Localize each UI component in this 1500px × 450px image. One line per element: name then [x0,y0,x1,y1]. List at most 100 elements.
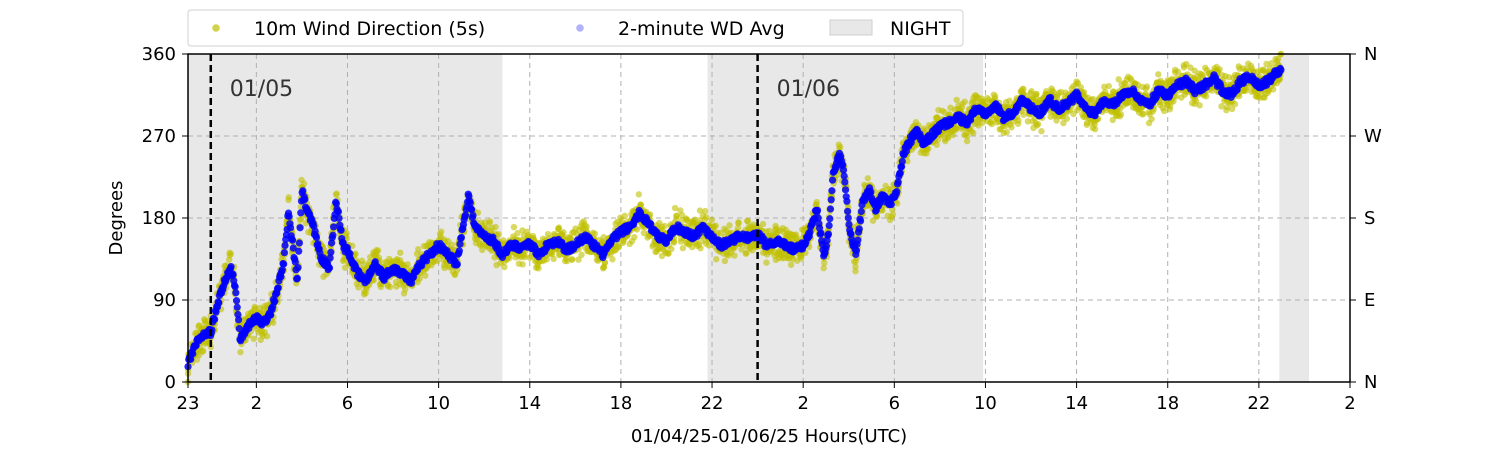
wd5s-point-1328 [637,201,645,208]
x-tick-label-0: 23 [177,393,200,414]
wd5s-point-1143 [575,256,582,263]
y-left-tick-label-2: 180 [142,208,176,229]
avg-point-910 [806,228,814,236]
wd5s-point-1449 [679,244,687,252]
wd5s-point-1517 [702,214,710,221]
wd5s-point-2876 [1166,105,1174,113]
wd5s-point-2078 [894,200,901,207]
wd5s-point-1524 [705,242,713,249]
x-axis-label: 01/04/25-01/06/25 Hours(UTC) [631,426,907,447]
avg-point-940 [826,205,835,213]
x-tick-label-10: 14 [1065,393,1088,414]
wd5s-point-1953 [852,267,859,275]
avg-point-921 [813,206,822,214]
wd5s-point-437 [333,190,340,197]
avg-point-168 [299,187,307,195]
wd5s-point-1683 [759,220,767,228]
avg-point-966 [844,214,852,222]
y-left-tick-label-0: 0 [165,372,176,393]
wd5s-point-1840 [813,198,820,206]
legend-label-1: 2-minute WD Avg [618,18,785,40]
legend: 10m Wind Direction (5s) 2-minute WD Avg NI… [187,9,964,47]
wd5s-point-1192 [591,230,599,238]
avg-point-224 [337,226,345,234]
wd5s-point-2191 [933,141,940,148]
wd5s-point-2446 [1020,111,1027,118]
wd5s-point-1861 [820,264,827,272]
wd5s-point-2731 [1117,111,1125,118]
x-tick-label-7: 2 [797,393,808,414]
wd5s-point-3158 [1263,60,1270,68]
wd5s-point-331 [297,215,305,223]
wd5s-point-2487 [1034,121,1042,128]
x-tick-label-3: 10 [427,393,450,414]
y-left-tick-label-4: 360 [142,44,176,65]
avg-point-157 [291,258,299,266]
avg-point-400 [457,233,466,242]
wd5s-point-2949 [1192,97,1200,105]
series-wd-2min-avg [184,64,1285,371]
avg-point-45 [215,299,223,307]
avg-point-417 [469,211,477,219]
wd5s-point-2486 [1033,90,1040,98]
wd5s-point-2354 [988,120,996,128]
wd5s-point-1306 [631,233,638,241]
avg-point-398 [456,240,464,248]
wd5s-point-3054 [1228,105,1236,113]
wd5s-point-46 [199,347,207,354]
wd5s-point-1497 [696,207,704,214]
wd5s-point-545 [370,276,377,284]
wd5s-point-2962 [1196,102,1203,109]
wd5s-point-1574 [721,257,729,265]
avg-point-922 [814,214,822,222]
wd5s-point-2649 [1090,95,1097,103]
avg-point-63 [227,263,235,271]
wd5s-point-675 [415,245,422,253]
wd5s-point-884 [486,218,494,225]
avg-point-965 [844,207,852,215]
wd5s-point-3171 [1268,60,1275,67]
x-tick-label-4: 14 [518,393,541,414]
wd5s-point-1215 [600,234,607,241]
wd5s-point-773 [448,241,456,248]
y-left-tick-label-1: 90 [153,290,176,311]
wd5s-point-2805 [1143,83,1151,90]
wd5s-point-1168 [583,223,590,230]
avg-point-72 [233,303,241,311]
wd5s-point-2821 [1148,115,1155,123]
avg-point-960 [840,172,848,180]
wd5s-point-2839 [1155,71,1162,78]
wd5s-point-2267 [958,104,966,111]
day-markers: 01/05 01/06 [209,54,840,382]
wd5s-point-1864 [821,259,828,267]
wd5s-point-643 [404,261,411,268]
wd5s-point-592 [386,283,394,291]
wd5s-point-1909 [836,143,844,151]
wd5s-point-2725 [1115,76,1122,83]
wd5s-point-1242 [609,256,616,263]
wd5s-point-2694 [1105,82,1112,90]
wd5s-point-251 [270,319,277,326]
avg-point-942 [828,187,836,195]
wd5s-point-2656 [1091,125,1099,133]
avg-point-985 [857,207,865,216]
avg-point-66 [229,270,237,279]
wd5s-point-2856 [1160,107,1168,115]
wd5s-point-155 [237,348,244,356]
wd5s-point-730 [434,257,441,265]
wd5s-point-3018 [1216,66,1223,73]
avg-point-74 [234,316,243,324]
avg-point-980 [854,236,862,244]
x-tick-label-1: 2 [251,393,262,414]
wd5s-point-1601 [731,252,738,259]
y-axis-label: Degrees [106,181,127,256]
avg-point-221 [335,214,343,222]
wd5s-point-1432 [673,212,680,220]
avg-point-999 [867,188,875,196]
avg-point-959 [839,166,848,174]
legend-frame [187,9,964,47]
day-marker-label-0: 01/05 [230,77,293,102]
